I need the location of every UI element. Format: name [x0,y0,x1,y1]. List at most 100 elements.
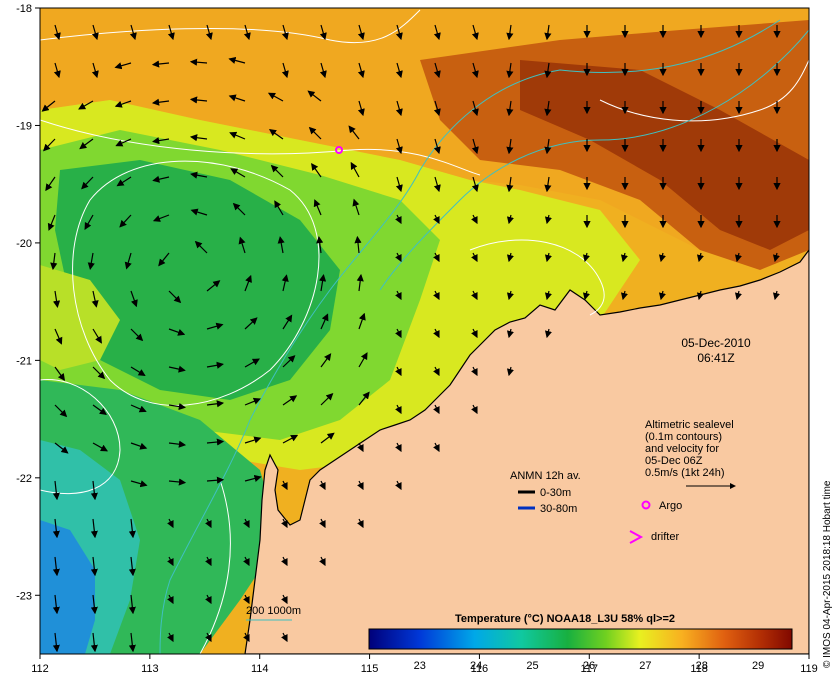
velocity-arrow [244,317,258,330]
velocity-arrow [79,138,94,150]
altimetric-line-3: and velocity for [645,443,719,455]
velocity-arrow [206,361,224,369]
lon-tick-label: 116 [471,663,489,675]
velocity-arrow [313,199,322,216]
velocity-arrow [506,328,514,339]
velocity-arrow [620,252,628,263]
velocity-arrow [395,480,402,491]
argo-label: Argo [659,500,682,512]
velocity-arrow [433,366,440,377]
velocity-arrow [47,214,56,231]
velocity-arrow [52,290,61,308]
velocity-arrow [357,480,364,491]
velocity-arrow [244,436,262,444]
velocity-arrow [471,176,479,193]
velocity-arrow [152,175,170,183]
velocity-arrow [205,556,212,567]
velocity-arrow [506,100,514,117]
lat-tick-label: -19 [16,120,32,132]
velocity-arrow [358,352,368,368]
latitude-axis: -18 -19 -20 -21 -22 -23 [16,3,40,602]
velocity-arrow [90,632,98,653]
velocity-arrow [282,434,299,444]
velocity-arrow [696,252,704,263]
velocity-arrow [91,24,99,41]
velocity-arrow [206,476,225,484]
velocity-arrow [433,138,441,155]
velocity-arrow [734,252,742,263]
velocity-arrow [772,290,780,301]
velocity-arrow [433,290,440,301]
argo-float-marker [335,146,343,154]
velocity-arrow [206,438,225,446]
velocity-arrow [151,98,170,106]
colorbar: Temperature (°C) NOAA18_L3U 58% ql>=2 23… [368,613,793,672]
velocity-arrow [544,62,552,79]
velocity-arrow [319,62,327,79]
velocity-arrow [544,328,552,339]
velocity-arrow [395,252,402,263]
lon-tick-label: 119 [800,663,818,675]
altimetric-line-5: 0.5m/s (1kt 24h) [645,467,724,479]
lat-tick-label: -23 [16,590,32,602]
velocity-arrow [395,138,403,155]
velocity-arrow [358,312,366,330]
velocity-arrow [348,125,360,140]
velocity-arrow [243,594,250,605]
velocity-arrow [544,290,552,301]
velocity-arrow [228,94,246,102]
velocity-arrow [772,252,780,263]
velocity-arrow [129,24,137,41]
velocity-arrow [281,480,288,491]
lat-tick-label: -20 [16,238,32,250]
velocity-arrow [90,518,98,539]
sst-blue-zone [40,520,95,654]
velocity-arrow [267,92,284,102]
altimetric-line-1: Altimetric sealevel [645,419,734,431]
velocity-arrow [91,62,99,79]
velocity-arrow [506,214,514,225]
velocity-arrow [243,556,250,567]
velocity-arrow [244,358,260,368]
velocity-arrow [90,556,98,577]
velocity-arrow [53,62,61,79]
velocity-arrow [281,632,288,643]
velocity-arrow [52,632,60,653]
velocity-arrow [244,274,252,292]
velocity-arrow [356,273,364,292]
velocity-arrow [281,594,288,605]
velocity-arrow [506,290,514,301]
lon-tick-label: 117 [581,663,599,675]
velocity-arrow [433,62,441,79]
velocity-arrow [243,24,251,41]
velocity-arrow [357,518,364,529]
colorbar-title: Temperature (°C) NOAA18_L3U 58% ql>=2 [455,613,675,625]
velocity-arrow [91,290,99,308]
anmn-title: ANMN 12h av. [510,470,581,482]
velocity-arrow [168,402,186,411]
velocity-arrow [395,366,402,377]
velocity-arrow [52,594,60,615]
colorbar-tick-label: 26 [583,660,595,672]
velocity-arrow [115,138,132,147]
velocity-arrow [319,480,326,491]
velocity-arrow [471,366,478,377]
velocity-arrow [78,100,94,110]
velocity-arrow [433,404,440,415]
velocity-arrow [319,274,327,292]
colorbar-tick-label: 25 [526,660,538,672]
velocity-arrow [395,62,403,79]
velocity-arrow [53,24,61,41]
velocity-arrow [395,176,403,193]
velocity-arrow [52,556,60,577]
velocity-arrow [84,214,94,230]
velocity-arrow [116,176,132,187]
velocity-arrow [243,518,250,529]
velocity-arrow [168,365,186,373]
velocity-arrow [319,518,326,529]
velocity-arrow [54,404,68,418]
map-frame [39,7,810,655]
velocity-arrow [316,235,324,254]
velocity-arrow [168,328,186,336]
velocity-arrow [270,164,284,178]
